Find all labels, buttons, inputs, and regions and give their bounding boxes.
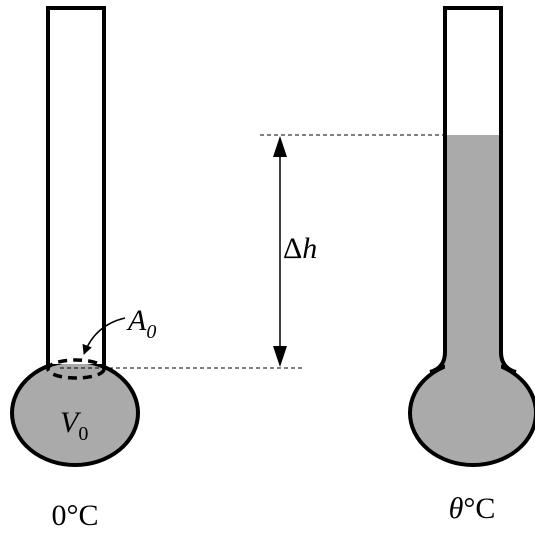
symbol: A <box>126 304 147 337</box>
delta: Δ <box>283 232 302 265</box>
symbol: V <box>60 406 82 439</box>
area-label: A0 <box>126 304 156 343</box>
right-liquid <box>445 135 501 375</box>
symbol: h <box>302 232 317 265</box>
unit: °C <box>463 492 495 525</box>
subscript: 0 <box>78 423 88 445</box>
subscript: 0 <box>146 321 156 343</box>
right-tube <box>429 6 517 374</box>
area-pointer <box>82 317 126 355</box>
left-temperature: 0°C <box>51 499 98 532</box>
right-bulb <box>408 359 535 467</box>
left-tube <box>46 6 106 366</box>
area-outline <box>46 358 106 380</box>
volume-label: V0 <box>60 406 88 445</box>
left-tube-fill <box>48 8 104 364</box>
height-label: Δh <box>283 232 317 265</box>
symbol: θ <box>449 492 464 525</box>
right-temperature: θ°C <box>449 492 496 525</box>
right-tube-empty <box>445 8 501 135</box>
